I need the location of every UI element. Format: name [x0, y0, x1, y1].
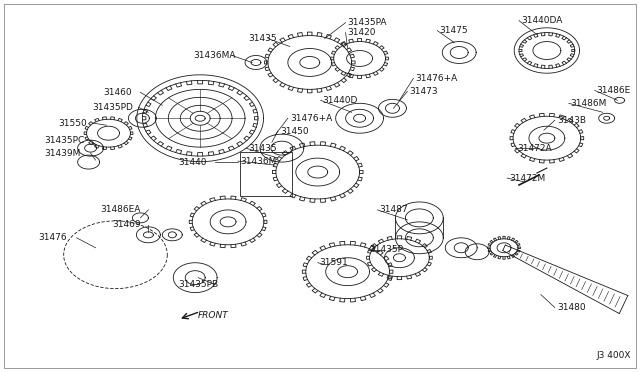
Text: 31473: 31473: [410, 87, 438, 96]
Text: 31440D: 31440D: [323, 96, 358, 105]
Text: 31472M: 31472M: [509, 173, 545, 183]
Text: 3143B: 3143B: [557, 116, 586, 125]
Text: 31439M: 31439M: [45, 149, 81, 158]
Text: 31472A: 31472A: [517, 144, 552, 153]
Text: 31475: 31475: [439, 26, 468, 35]
Text: 31435P: 31435P: [369, 245, 404, 254]
Text: 31476+A: 31476+A: [415, 74, 458, 83]
Text: 31440: 31440: [179, 158, 207, 167]
Text: 31435PB: 31435PB: [179, 280, 218, 289]
Text: 31435PC: 31435PC: [45, 136, 85, 145]
Text: J3 400X: J3 400X: [596, 351, 631, 360]
Text: 31435: 31435: [248, 144, 276, 153]
Text: 31460: 31460: [104, 88, 132, 97]
Text: FRONT: FRONT: [198, 311, 229, 320]
Text: 31440DA: 31440DA: [521, 16, 563, 25]
Text: 31486E: 31486E: [596, 86, 631, 95]
Text: 31480: 31480: [557, 303, 586, 312]
Text: 31476: 31476: [39, 233, 67, 242]
Text: 31476+A: 31476+A: [290, 114, 332, 123]
Text: 31436MA: 31436MA: [193, 51, 236, 60]
Text: 31486EA: 31486EA: [100, 205, 141, 214]
Text: 31435PA: 31435PA: [348, 18, 387, 27]
Text: 31436M: 31436M: [240, 157, 276, 166]
Text: 31450: 31450: [280, 127, 308, 136]
Text: 31420: 31420: [348, 28, 376, 37]
Text: 31487: 31487: [380, 205, 408, 214]
Text: 31486M: 31486M: [571, 99, 607, 108]
Text: 31435: 31435: [248, 34, 276, 43]
Text: 31550: 31550: [59, 119, 88, 128]
Bar: [240, 152, 292, 196]
Text: 31435PD: 31435PD: [93, 103, 134, 112]
Text: 31469: 31469: [113, 220, 141, 230]
Text: 31591: 31591: [320, 258, 348, 267]
